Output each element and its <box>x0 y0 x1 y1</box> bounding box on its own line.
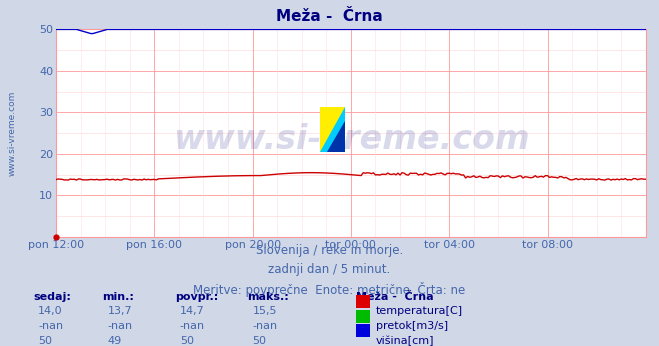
Text: zadnji dan / 5 minut.: zadnji dan / 5 minut. <box>268 263 391 276</box>
Text: 49: 49 <box>107 336 122 346</box>
Text: www.si-vreme.com: www.si-vreme.com <box>173 123 529 156</box>
Polygon shape <box>320 107 345 152</box>
Text: temperatura[C]: temperatura[C] <box>376 306 463 316</box>
Text: povpr.:: povpr.: <box>175 292 218 302</box>
Text: 50: 50 <box>38 336 52 346</box>
Text: -nan: -nan <box>107 321 132 331</box>
Text: 14,7: 14,7 <box>180 306 205 316</box>
Text: 15,5: 15,5 <box>252 306 277 316</box>
Text: Slovenija / reke in morje.: Slovenija / reke in morje. <box>256 244 403 257</box>
Text: Meža -  Črna: Meža - Črna <box>276 9 383 24</box>
Polygon shape <box>320 107 345 152</box>
Text: sedaj:: sedaj: <box>33 292 71 302</box>
Text: min.:: min.: <box>102 292 134 302</box>
Text: 50: 50 <box>180 336 194 346</box>
Text: -nan: -nan <box>38 321 63 331</box>
Text: Meritve: povprečne  Enote: metrične  Črta: ne: Meritve: povprečne Enote: metrične Črta:… <box>193 282 466 297</box>
Text: maks.:: maks.: <box>247 292 289 302</box>
Text: pretok[m3/s]: pretok[m3/s] <box>376 321 447 331</box>
Text: 50: 50 <box>252 336 266 346</box>
Text: -nan: -nan <box>180 321 205 331</box>
Text: 14,0: 14,0 <box>38 306 63 316</box>
Text: Meža -  Črna: Meža - Črna <box>356 292 434 302</box>
Text: www.si-vreme.com: www.si-vreme.com <box>7 91 16 176</box>
Polygon shape <box>327 121 345 152</box>
Text: višina[cm]: višina[cm] <box>376 336 434 346</box>
Text: -nan: -nan <box>252 321 277 331</box>
Text: 13,7: 13,7 <box>107 306 132 316</box>
